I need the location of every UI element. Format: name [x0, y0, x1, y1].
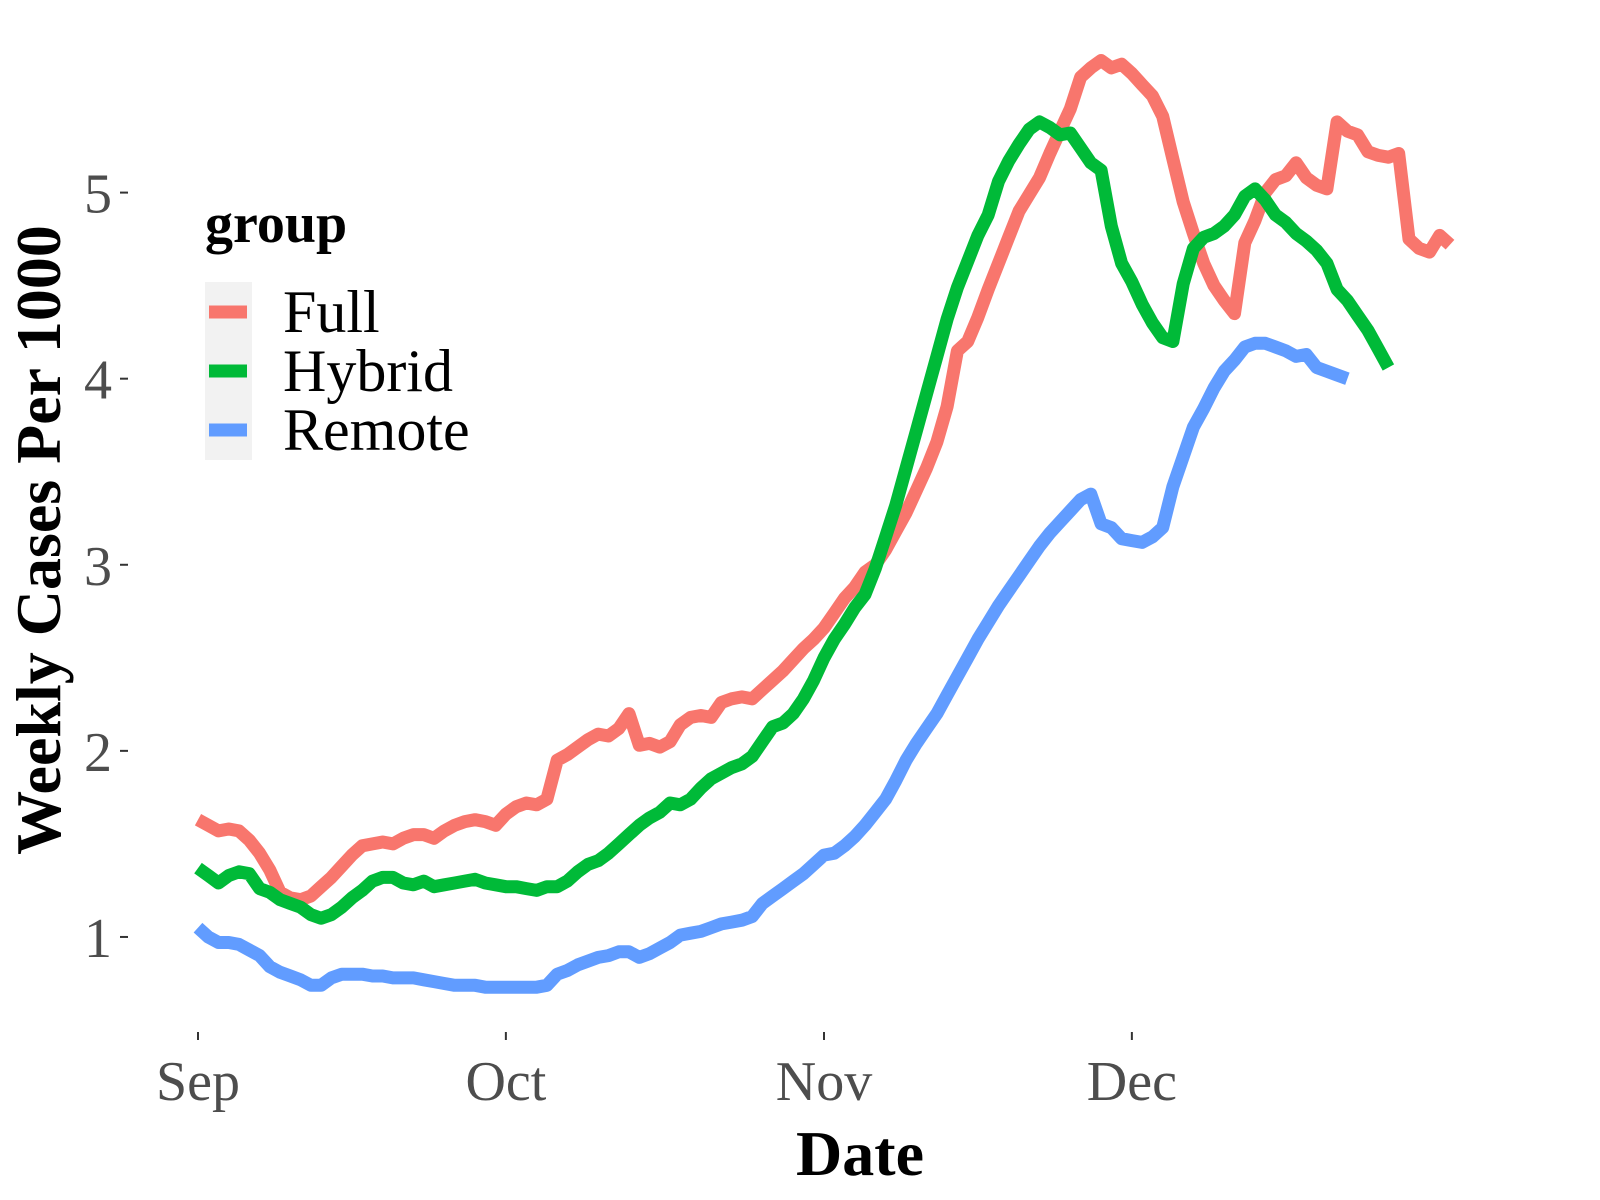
x-tick-label: Oct	[465, 1051, 546, 1113]
legend-label-remote: Remote	[283, 397, 470, 463]
x-axis-title: Date	[796, 1118, 924, 1189]
x-tick-label: Nov	[776, 1051, 872, 1113]
y-tick-label: 3	[84, 536, 112, 598]
series-layer	[193, 54, 1455, 994]
series-line-full	[194, 54, 1455, 907]
legend-title: group	[205, 193, 347, 255]
series-line-remote	[193, 336, 1350, 994]
series-line-hybrid	[194, 115, 1395, 925]
y-tick-label: 5	[84, 164, 112, 226]
y-tick-label: 1	[84, 908, 112, 970]
y-axis-title: Weekly Cases Per 1000	[3, 225, 74, 855]
y-tick-label: 2	[84, 722, 112, 784]
x-tick-label: Sep	[156, 1051, 240, 1113]
x-tick-label: Dec	[1087, 1051, 1177, 1113]
y-axis: 1 2 3 4 5	[84, 164, 128, 970]
legend-label-full: Full	[283, 279, 380, 345]
x-axis: Sep Oct Nov Dec	[156, 1032, 1177, 1113]
y-tick-label: 4	[84, 350, 112, 412]
legend-label-hybrid: Hybrid	[283, 338, 453, 404]
